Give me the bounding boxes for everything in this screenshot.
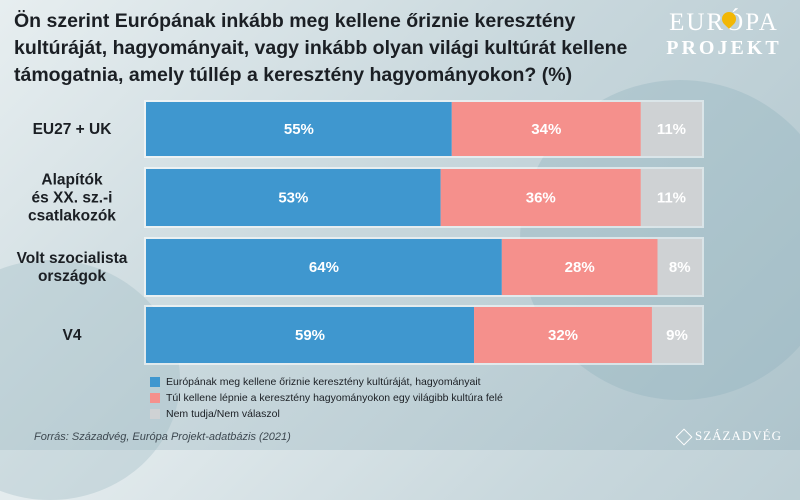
category-label: EU27 + UK [33,121,113,138]
chart-title: Ön szerint Európának inkább meg kellene … [14,10,628,86]
bar-segment-1 [146,307,475,363]
data-label: 11% [657,190,686,207]
data-label: 59% [295,327,325,344]
data-label: 32% [548,327,578,344]
data-label: 11% [657,121,686,138]
legend-label: Nem tudja/Nem válaszol [166,407,280,420]
publisher-name: SZÁZADVÉG [695,428,782,443]
data-label: 28% [565,259,595,276]
category-label: Alapítók [41,172,103,189]
bar-segment-3 [651,307,702,363]
logo-bottom-text: PROJEKT [666,37,782,59]
bar-segment-1 [146,102,452,156]
bar-segment-3 [640,102,702,156]
category-label: V4 [63,327,82,344]
source-note: Forrás: Századvég, Európa Projekt-adatbá… [34,431,291,443]
category-label: csatlakozók [28,208,116,225]
bar-segment-2 [501,239,658,295]
bar-segment-2 [440,169,641,226]
data-label: 64% [309,259,339,276]
bar-segment-3 [657,239,702,295]
publisher-logo: SZÁZADVÉG [675,428,782,446]
data-label: 36% [526,190,556,207]
bar-segment-1 [146,239,502,295]
data-label: 55% [284,121,314,138]
category-label: Volt szocialista [17,250,128,267]
legend-swatch [150,408,160,419]
data-label: 34% [531,121,561,138]
bar-segment-3 [640,169,702,226]
legend-label: Túl kellene lépnie a keresztény hagyomán… [166,391,503,404]
bar-segment-2 [474,307,652,363]
legend-swatch [150,376,160,387]
chart-legend: Európának meg kellene őriznie keresztény… [150,374,503,422]
legend-item: Európának meg kellene őriznie keresztény… [150,374,503,389]
legend-label: Európának meg kellene őriznie keresztény… [166,375,481,388]
category-label: és XX. sz.-i [32,190,113,207]
europa-projekt-logo: EURÓPA PROJEKT [664,9,784,60]
legend-swatch [150,392,160,403]
bar-segment-2 [451,102,641,156]
data-label: 8% [669,259,691,276]
legend-item: Túl kellene lépnie a keresztény hagyomán… [150,390,503,405]
legend-item: Nem tudja/Nem válaszol [150,406,503,421]
data-label: 9% [666,327,688,344]
category-label: országok [38,268,106,285]
data-label: 53% [278,190,308,207]
diamond-icon [675,428,693,446]
bar-segment-1 [146,169,441,226]
